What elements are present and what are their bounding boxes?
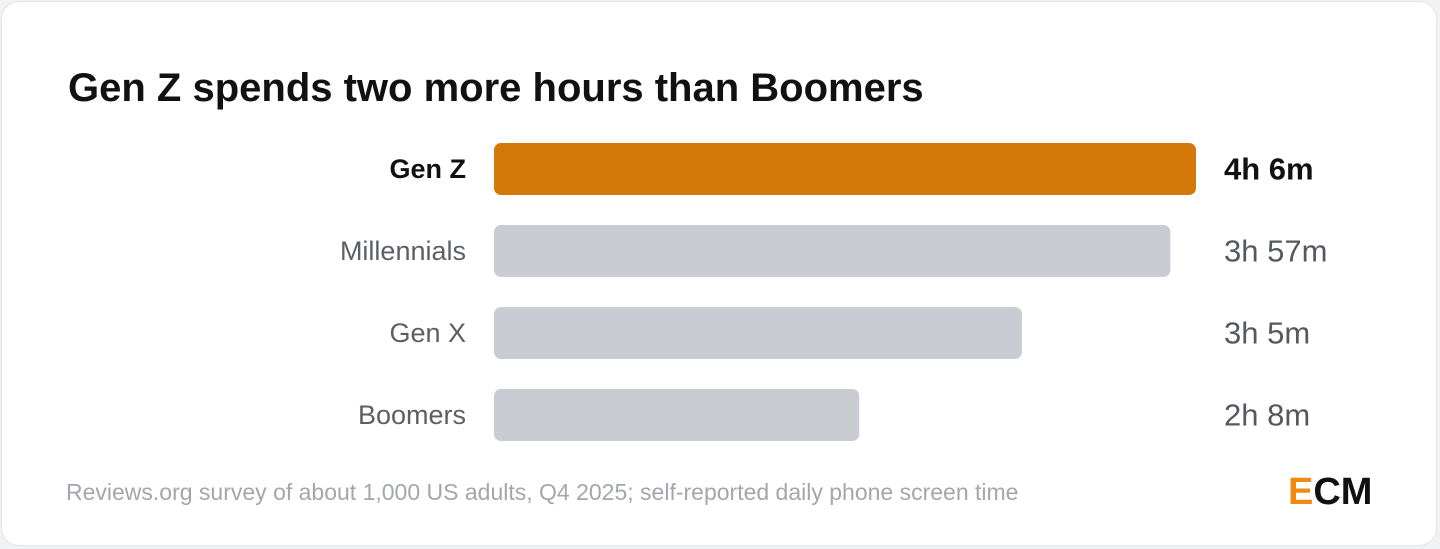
ecm-logo: ECM [1288, 470, 1372, 514]
category-label-gen-z: Gen Z [389, 154, 466, 184]
bar-gen-z [494, 143, 1196, 195]
value-label-boomers: 2h 8m [1224, 398, 1310, 433]
logo-accent-letter: E [1288, 471, 1314, 513]
value-label-millennials: 3h 57m [1224, 234, 1327, 269]
category-label-boomers: Boomers [358, 400, 466, 430]
bar-gen-x [494, 307, 1022, 359]
chart-title: Gen Z spends two more hours than Boomers [68, 66, 924, 110]
logo-rest: CM [1313, 471, 1373, 513]
value-label-gen-z: 4h 6m [1224, 152, 1314, 187]
bar-millennials [494, 225, 1171, 277]
category-label-millennials: Millennials [340, 236, 466, 266]
value-label-gen-x: 3h 5m [1224, 316, 1310, 351]
category-label-gen-x: Gen X [389, 318, 466, 348]
bars-layer: Gen Z 4h 6m Millennials 3h 57m Gen X 3h 5m Boo… [340, 143, 1327, 441]
source-note: Reviews.org survey of about 1,000 US adu… [66, 479, 1019, 505]
bar-boomers [494, 389, 860, 441]
